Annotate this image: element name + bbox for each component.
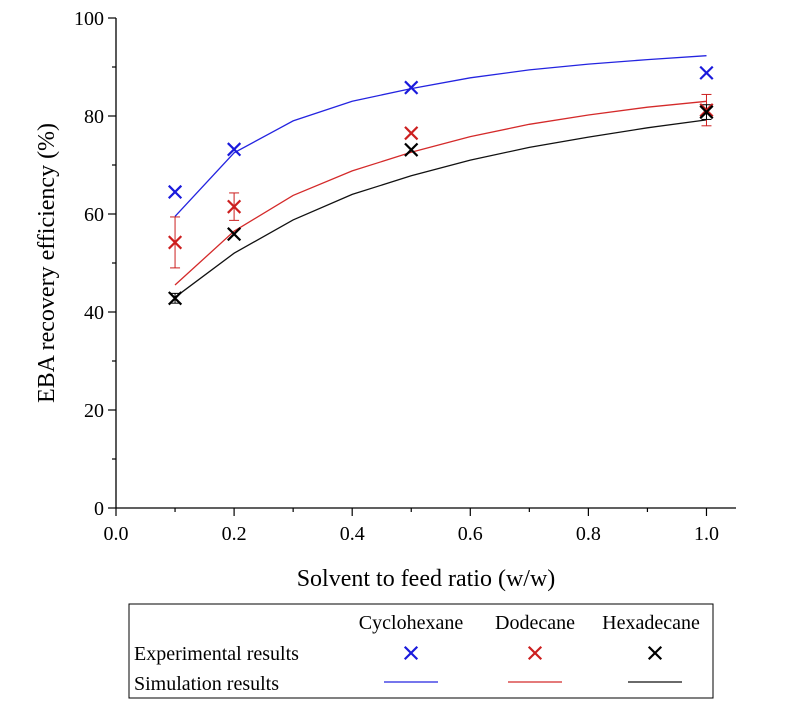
x-ticks: 0.0 0.2 0.4 0.6 0.8 1.0 [104, 508, 719, 545]
simulation-line-dodecane [174, 100, 707, 286]
data-point-cyclohexane [404, 80, 419, 95]
data-point-hexadecane-stroke-b [404, 142, 419, 157]
data-point-dodecane [227, 199, 242, 214]
y-tick-label: 100 [74, 8, 104, 30]
data-point-hexadecane [227, 227, 242, 242]
simulation-line-cyclohexane [174, 55, 707, 217]
legend: Cyclohexane Dodecane Hexadecane Experime… [128, 603, 714, 699]
y-tick-label: 80 [84, 106, 104, 128]
data-point-hexadecane-stroke-b [227, 227, 242, 242]
x-axis-label: Solvent to feed ratio (w/w) [297, 566, 556, 592]
data-point-dodecane [404, 126, 419, 141]
legend-marker-dodecane-stroke-b [527, 645, 543, 661]
legend-marker-cyclohexane [403, 645, 419, 661]
y-axis-label: EBA recovery efficiency (%) [34, 123, 60, 403]
data-point-hexadecane-stroke-b [167, 291, 183, 306]
data-point-cyclohexane [227, 142, 242, 157]
y-tick-label: 20 [84, 400, 104, 422]
data-point-hexadecane [167, 291, 183, 306]
data-point-hexadecane-stroke-b [699, 105, 714, 120]
simulation-series [174, 55, 707, 298]
legend-marker-dodecane [527, 645, 543, 661]
legend-row-simulation: Simulation results [134, 673, 279, 695]
error-bars [170, 93, 712, 304]
legend-col-cyclohexane: Cyclohexane [359, 612, 464, 634]
data-point-cyclohexane-stroke-b [404, 80, 419, 95]
legend-symbols [384, 645, 682, 683]
legend-col-hexadecane: Hexadecane [602, 612, 700, 634]
experimental-series [167, 65, 714, 306]
axes [115, 18, 736, 509]
y-ticks: 0 20 40 60 80 100 [74, 8, 116, 520]
x-tick-label: 0.6 [458, 523, 483, 545]
data-point-cyclohexane-stroke-b [227, 142, 242, 157]
legend-marker-hexadecane [647, 645, 663, 661]
data-point-dodecane-stroke-b [699, 103, 714, 118]
legend-col-dodecane: Dodecane [495, 612, 575, 634]
data-point-dodecane [699, 103, 714, 118]
x-tick-label: 0.8 [576, 523, 601, 545]
data-point-cyclohexane-stroke-b [167, 184, 183, 200]
simulation-line-hexadecane [174, 119, 707, 298]
y-tick-label: 60 [84, 204, 104, 226]
data-point-dodecane-stroke-b [227, 199, 242, 214]
data-point-cyclohexane [167, 184, 183, 200]
legend-row-experimental: Experimental results [134, 643, 299, 665]
x-tick-label: 0.0 [104, 523, 129, 545]
x-tick-label: 0.4 [340, 523, 365, 545]
data-point-dodecane-stroke-b [404, 126, 419, 141]
data-point-cyclohexane [699, 65, 714, 80]
legend-marker-cyclohexane-stroke-b [403, 645, 419, 661]
legend-marker-hexadecane-stroke-b [647, 645, 663, 661]
data-point-cyclohexane-stroke-b [699, 65, 714, 80]
y-tick-label: 0 [94, 498, 104, 520]
data-point-dodecane [167, 235, 183, 250]
y-tick-label: 40 [84, 302, 104, 324]
data-point-dodecane-stroke-b [167, 235, 183, 250]
data-point-hexadecane [699, 105, 714, 120]
x-tick-label: 1.0 [694, 523, 719, 545]
data-point-hexadecane [404, 142, 419, 157]
x-tick-label: 0.2 [222, 523, 247, 545]
